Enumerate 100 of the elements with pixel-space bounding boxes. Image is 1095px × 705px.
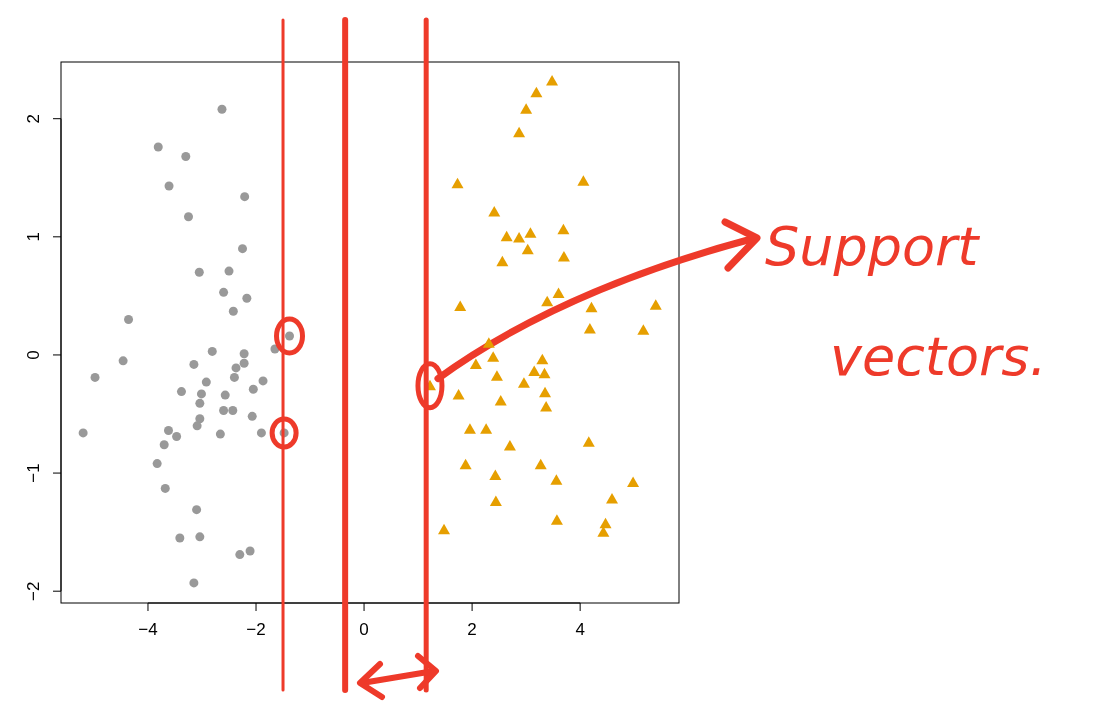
point [577, 175, 590, 186]
x-tick-label: 2 [467, 620, 477, 639]
point [454, 300, 467, 312]
point [247, 411, 257, 421]
point [229, 372, 239, 382]
point [164, 426, 173, 436]
point [438, 523, 451, 535]
y-tick-label: −2 [24, 581, 43, 601]
y-tick-label: 0 [24, 350, 43, 360]
x-tick-label: 0 [359, 620, 369, 639]
point [552, 287, 565, 299]
point [235, 550, 245, 560]
point [195, 532, 205, 542]
point [189, 578, 199, 588]
point [201, 377, 211, 387]
point [520, 103, 533, 114]
point [489, 495, 502, 506]
point [176, 387, 186, 397]
point [152, 459, 162, 469]
point [627, 476, 640, 488]
point [500, 230, 513, 242]
point [528, 365, 541, 376]
point [160, 483, 170, 493]
point [217, 104, 227, 114]
point [124, 315, 134, 325]
point [550, 474, 563, 485]
y-tick-label: 1 [24, 232, 43, 242]
point [219, 405, 229, 415]
point [480, 423, 493, 434]
point [557, 250, 570, 262]
point [181, 152, 191, 161]
point [175, 533, 185, 543]
point [228, 306, 238, 316]
point [192, 505, 202, 515]
x-tick-label: −2 [246, 620, 266, 639]
point [231, 363, 241, 373]
point [463, 423, 476, 434]
point [637, 324, 650, 335]
point [194, 267, 204, 277]
point [538, 367, 551, 379]
point [557, 223, 570, 235]
point [494, 395, 507, 406]
point [585, 301, 598, 313]
point [541, 295, 554, 307]
point [550, 514, 563, 525]
point [583, 322, 596, 334]
point [513, 126, 526, 138]
point [220, 390, 230, 400]
point [195, 414, 205, 424]
point [540, 400, 553, 412]
point [195, 398, 205, 408]
point [459, 458, 472, 470]
point [215, 429, 225, 439]
point [239, 358, 249, 368]
point [451, 177, 464, 189]
point [482, 337, 495, 348]
point [649, 299, 662, 310]
point [488, 206, 501, 217]
point [530, 86, 543, 98]
point [189, 359, 199, 369]
point [490, 370, 503, 381]
text: Support vectors. [765, 215, 1047, 388]
y-tick-label: −1 [24, 463, 43, 483]
x-tick-label: 4 [575, 620, 585, 639]
point [118, 356, 128, 366]
point [196, 389, 206, 399]
point [90, 372, 100, 382]
point [469, 358, 482, 369]
point [503, 439, 516, 451]
x-tick-label: −4 [138, 620, 158, 639]
point [164, 181, 174, 191]
point [256, 428, 266, 438]
point [496, 255, 509, 267]
point [487, 351, 500, 362]
point [539, 386, 552, 398]
point [207, 346, 217, 356]
point [228, 405, 238, 415]
point [582, 436, 595, 447]
point [534, 458, 547, 470]
point [238, 244, 248, 254]
point [546, 74, 559, 86]
point [159, 440, 169, 450]
point [248, 384, 258, 394]
point [239, 349, 249, 359]
point [219, 287, 229, 297]
point [489, 469, 502, 480]
point [606, 493, 619, 504]
point [521, 243, 534, 255]
point [78, 428, 88, 438]
point [183, 212, 193, 222]
point [153, 142, 163, 152]
point [536, 353, 549, 365]
point [224, 266, 234, 276]
point [245, 546, 255, 556]
point [452, 389, 465, 400]
point [513, 232, 526, 243]
point [242, 293, 252, 303]
point [517, 377, 530, 388]
point [524, 227, 537, 238]
point [258, 376, 268, 386]
